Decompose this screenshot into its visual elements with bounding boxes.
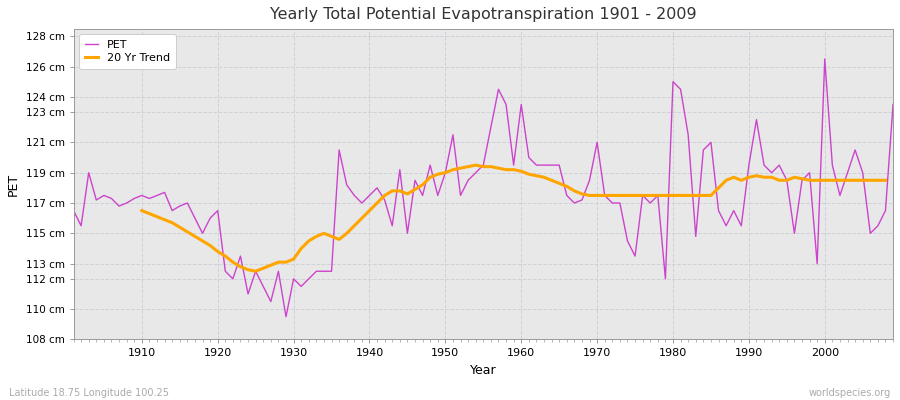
Line: 20 Yr Trend: 20 Yr Trend <box>142 165 886 271</box>
PET <box>819 56 830 61</box>
Legend: PET, 20 Yr Trend: PET, 20 Yr Trend <box>79 34 176 69</box>
Text: Latitude 18.75 Longitude 100.25: Latitude 18.75 Longitude 100.25 <box>9 388 169 398</box>
20 Yr Trend <box>137 208 148 213</box>
20 Yr Trend <box>319 231 329 236</box>
PET <box>887 102 898 107</box>
Y-axis label: PET: PET <box>7 172 20 196</box>
20 Yr Trend <box>736 178 747 183</box>
20 Yr Trend <box>880 178 891 183</box>
Text: worldspecies.org: worldspecies.org <box>809 388 891 398</box>
Title: Yearly Total Potential Evapotranspiration 1901 - 2009: Yearly Total Potential Evapotranspiratio… <box>270 7 697 22</box>
20 Yr Trend <box>524 172 535 177</box>
20 Yr Trend <box>546 178 557 183</box>
PET <box>349 193 360 198</box>
PET <box>303 276 314 281</box>
PET <box>516 102 526 107</box>
PET <box>524 155 535 160</box>
PET <box>68 208 79 213</box>
20 Yr Trend <box>471 163 482 168</box>
PET <box>615 201 626 206</box>
Line: PET: PET <box>74 59 893 317</box>
20 Yr Trend <box>250 269 261 274</box>
PET <box>129 196 140 201</box>
20 Yr Trend <box>341 231 352 236</box>
X-axis label: Year: Year <box>470 364 497 377</box>
PET <box>281 314 292 319</box>
20 Yr Trend <box>372 201 382 206</box>
